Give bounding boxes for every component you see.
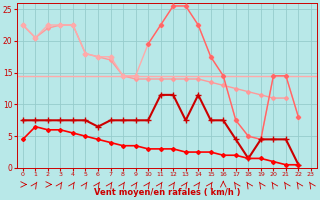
X-axis label: Vent moyen/en rafales ( km/h ): Vent moyen/en rafales ( km/h ) — [94, 188, 240, 197]
